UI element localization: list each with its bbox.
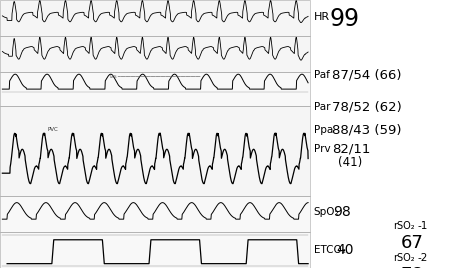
Text: Prv: Prv [314, 144, 330, 154]
Text: IAS ─────────────────────────────────: IAS ───────────────────────────────── [110, 75, 201, 79]
Text: 67: 67 [401, 233, 423, 252]
Text: rSO₂: rSO₂ [393, 253, 415, 263]
Text: Paf: Paf [314, 70, 329, 80]
Bar [310, 0, 474, 268]
Text: 88/43 (59): 88/43 (59) [332, 124, 401, 136]
Text: 82/11: 82/11 [332, 142, 370, 155]
Bar [0, 196, 310, 232]
Text: 40: 40 [337, 243, 354, 257]
Bar [0, 0, 310, 36]
Text: 99: 99 [329, 7, 359, 31]
Bar [0, 232, 310, 268]
Text: -2: -2 [417, 253, 428, 263]
Text: ETCO₂: ETCO₂ [314, 245, 346, 255]
Text: SpO₂: SpO₂ [314, 207, 339, 217]
Text: PVC: PVC [47, 127, 58, 132]
Text: (41): (41) [338, 156, 363, 169]
Text: rSO₂: rSO₂ [393, 221, 415, 232]
Text: Ppa: Ppa [314, 125, 333, 135]
Text: 78/52 (62): 78/52 (62) [332, 101, 401, 114]
Text: HR: HR [314, 12, 330, 23]
Text: 78: 78 [401, 266, 423, 268]
Bar [0, 36, 310, 72]
Text: Par: Par [314, 102, 330, 112]
Text: 98: 98 [333, 205, 351, 219]
Text: 87/54 (66): 87/54 (66) [332, 69, 401, 81]
Bar [0, 106, 310, 196]
Bar [0, 72, 310, 106]
Text: -1: -1 [417, 221, 428, 232]
